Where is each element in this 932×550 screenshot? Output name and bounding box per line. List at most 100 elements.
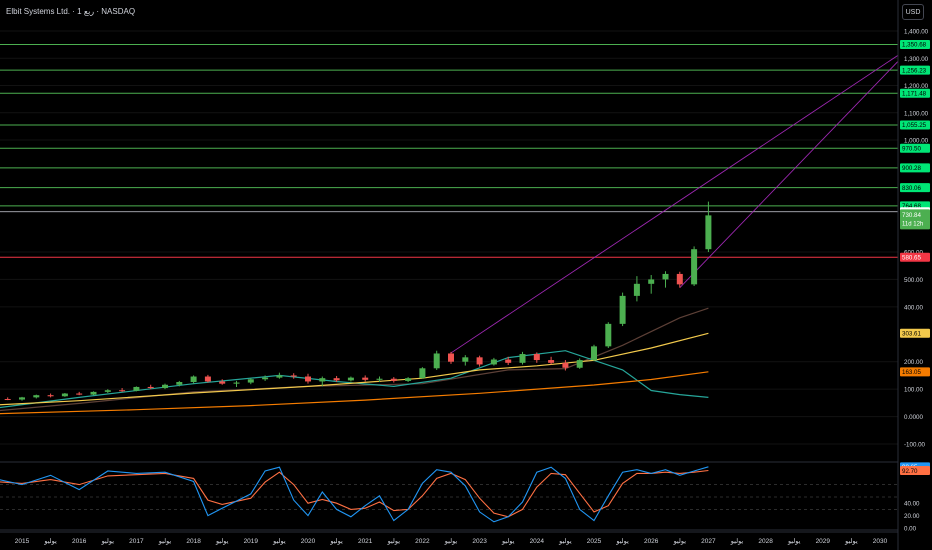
candle: [448, 351, 454, 364]
price-tick-label: 1,100.00: [904, 110, 929, 117]
candle: [662, 271, 669, 288]
candle: [133, 386, 140, 392]
trend-line: [450, 44, 915, 354]
candle-body: [562, 362, 569, 368]
last-price-badge-bg: [900, 209, 930, 230]
candle: [691, 246, 698, 287]
time-tick-label: 2026: [644, 538, 659, 545]
candle-body: [662, 273, 669, 280]
rsi-pane: [0, 466, 709, 523]
candle-body: [276, 375, 283, 378]
ma-orange-line: [0, 371, 709, 415]
candles: [4, 201, 712, 401]
candle-body: [176, 382, 183, 385]
candle-body: [605, 323, 612, 347]
trend-lines: [450, 44, 915, 354]
last-price-badge: 730.84: [902, 212, 921, 219]
time-tick-label: 2028: [758, 538, 773, 545]
time-tick-label: يوليو: [844, 537, 858, 545]
level-badge-bg: [900, 143, 930, 153]
candle-body: [133, 386, 140, 391]
time-axis[interactable]: 2015 يوليو 2016 يوليو 2017 يوليو 2018 يوليو 2019…: [0, 531, 898, 545]
time-tick-label: يوليو: [558, 537, 572, 545]
candle-body: [648, 279, 655, 284]
trend-line: [679, 44, 915, 288]
candle: [33, 394, 40, 399]
axis-labels: 1,350.68 1,256.23 1,171.48 1,055.25 970.50 90…: [900, 39, 930, 476]
candle-body: [262, 377, 269, 380]
level-badge: 900.28: [902, 165, 921, 172]
candle: [633, 276, 640, 302]
time-tick-label: 2017: [129, 538, 144, 545]
candle-body: [519, 354, 526, 363]
time-tick-label: يوليو: [730, 537, 744, 545]
price-tick-label: 400.00: [904, 304, 923, 311]
candle: [76, 391, 83, 396]
candle: [576, 358, 583, 369]
candle-body: [162, 384, 168, 389]
rsi-signal-badge: 92.70: [902, 468, 918, 475]
price-tick-label: 200.00: [904, 359, 923, 366]
time-tick-label: يوليو: [215, 537, 229, 545]
ma-yellow-badge: 303.61: [902, 331, 921, 338]
countdown-badge: 11d 12h: [902, 221, 923, 227]
candle: [247, 378, 254, 385]
time-tick-label: يوليو: [444, 537, 458, 545]
candle-body: [633, 283, 640, 296]
candle: [376, 376, 383, 383]
time-tick-label: يوليو: [272, 537, 286, 545]
candle-body: [247, 379, 254, 383]
candle-body: [548, 360, 555, 363]
currency-button[interactable]: USD: [902, 4, 924, 20]
time-tick-label: يوليو: [787, 537, 801, 545]
time-tick-label: يوليو: [387, 537, 401, 545]
time-tick-label: 2027: [701, 538, 716, 545]
candle-body: [676, 273, 683, 285]
candle: [419, 367, 426, 379]
candle: [305, 373, 311, 384]
candle: [433, 350, 440, 370]
candle-body: [691, 249, 698, 285]
candle: [505, 356, 512, 366]
candle-body: [47, 395, 54, 397]
time-tick-label: 2015: [15, 538, 30, 545]
level-badge-bg: [900, 88, 930, 98]
time-tick-label: 2023: [472, 538, 487, 545]
price-tick-label: -100.00: [904, 442, 926, 449]
candle-body: [462, 357, 469, 362]
rsi-tick-label: 20.00: [904, 513, 920, 520]
candle: [490, 357, 497, 366]
candle-body: [305, 376, 311, 382]
candle-body: [33, 395, 40, 398]
moving-averages: [0, 307, 709, 415]
candle: [162, 383, 168, 390]
grid-lines: [0, 30, 898, 531]
level-badge: 970.50: [902, 146, 921, 153]
level-badge: 830.06: [902, 185, 921, 192]
time-tick-label: يوليو: [615, 537, 629, 545]
candle-body: [448, 353, 454, 362]
candle: [219, 379, 226, 385]
candle: [147, 384, 154, 390]
price-tick-label: 500.00: [904, 277, 923, 284]
candle: [347, 376, 354, 382]
time-tick-label: 2022: [415, 538, 430, 545]
candle: [591, 344, 597, 362]
candle-body: [104, 390, 111, 392]
candle: [405, 377, 412, 383]
time-tick-label: 2019: [244, 538, 259, 545]
candle-body: [347, 377, 354, 381]
candle-body: [19, 397, 25, 400]
price-tick-label: 1,000.00: [904, 138, 929, 145]
time-tick-label: يوليو: [501, 537, 515, 545]
price-tick-label: 100.00: [904, 387, 923, 394]
red-level-badge-bg: [900, 252, 930, 262]
ma-orange-badge-bg: [900, 367, 930, 377]
candle: [362, 375, 369, 382]
candle-body: [147, 386, 154, 389]
candle: [548, 356, 555, 365]
candle-body: [204, 376, 211, 382]
candle-body: [505, 359, 512, 363]
time-tick-label: 2020: [301, 538, 316, 545]
